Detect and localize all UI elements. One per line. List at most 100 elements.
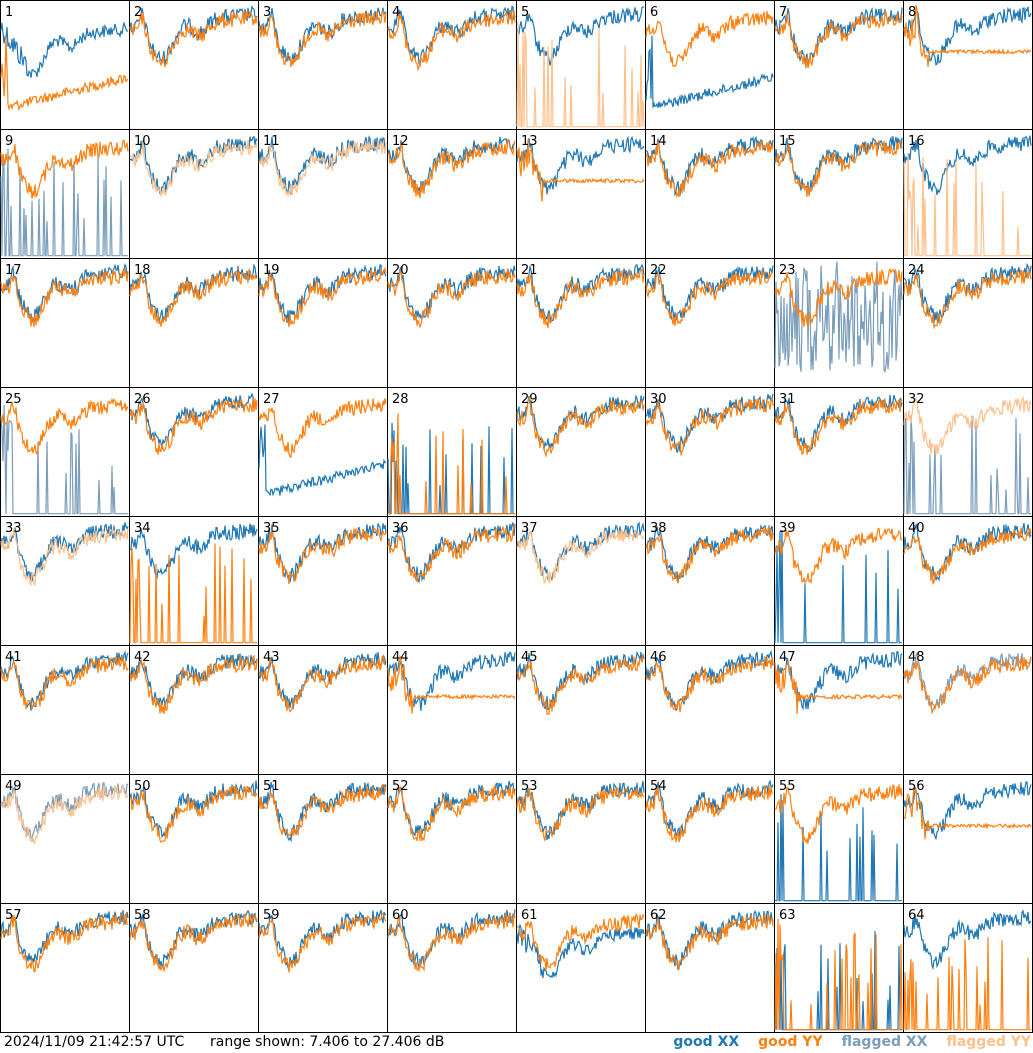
panel-label: 44 bbox=[392, 650, 409, 665]
footer: 2024/11/09 21:42:57 UTC range shown: 7.4… bbox=[0, 1033, 1033, 1053]
series-yy-39 bbox=[774, 527, 903, 585]
panel-frame bbox=[516, 903, 646, 1033]
panel-37: 37 bbox=[516, 516, 646, 646]
series-yy-59 bbox=[258, 913, 387, 973]
panel-label: 35 bbox=[263, 521, 280, 536]
panel-56: 56 bbox=[903, 774, 1033, 904]
panel-frame bbox=[903, 0, 1033, 130]
panel-39: 39 bbox=[774, 516, 904, 646]
series-yy-22 bbox=[645, 269, 774, 327]
series-yy-8 bbox=[903, 5, 1032, 67]
panel-58: 58 bbox=[129, 903, 259, 1033]
range-label: range shown: 7.406 to 27.406 dB bbox=[210, 1034, 445, 1050]
panel-32: 32 bbox=[903, 387, 1033, 517]
series-yy-16 bbox=[903, 152, 1031, 257]
series-yy-17 bbox=[0, 268, 129, 328]
series-yy-32 bbox=[903, 396, 1032, 455]
panel-43: 43 bbox=[258, 645, 388, 775]
series-yy-61 bbox=[516, 913, 645, 971]
series-yy-24 bbox=[903, 269, 1032, 330]
series-yy-26 bbox=[129, 397, 258, 455]
panel-frame bbox=[129, 129, 259, 259]
panel-label: 55 bbox=[779, 779, 796, 794]
panel-48: 48 bbox=[903, 645, 1033, 775]
panel-40: 40 bbox=[903, 516, 1033, 646]
series-xx-27 bbox=[258, 424, 387, 497]
panel-label: 19 bbox=[263, 263, 280, 278]
panel-15: 15 bbox=[774, 129, 904, 259]
series-yy-48 bbox=[903, 656, 1032, 714]
series-yy-58 bbox=[129, 913, 258, 972]
panel-frame bbox=[129, 0, 259, 130]
series-yy-60 bbox=[387, 911, 516, 973]
panel-35: 35 bbox=[258, 516, 388, 646]
panel-33: 33 bbox=[0, 516, 130, 646]
series-yy-56 bbox=[903, 787, 1032, 840]
panel-label: 16 bbox=[908, 134, 925, 149]
panel-label: 17 bbox=[5, 263, 22, 278]
panel-frame bbox=[387, 774, 517, 904]
legend-good-yy: good YY bbox=[758, 1034, 823, 1050]
panel-label: 4 bbox=[392, 5, 400, 20]
panel-13: 13 bbox=[516, 129, 646, 259]
series-yy-1 bbox=[0, 36, 129, 112]
panel-label: 26 bbox=[134, 392, 151, 407]
series-yy-51 bbox=[258, 783, 387, 837]
series-yy-34 bbox=[129, 543, 257, 644]
panel-label: 8 bbox=[908, 5, 916, 20]
series-yy-30 bbox=[645, 396, 774, 456]
panel-label: 36 bbox=[392, 521, 409, 536]
panel-label: 56 bbox=[908, 779, 925, 794]
panel-label: 23 bbox=[779, 263, 796, 278]
panel-label: 5 bbox=[521, 5, 529, 20]
panel-64: 64 bbox=[903, 903, 1033, 1033]
panel-label: 12 bbox=[392, 134, 409, 149]
panel-label: 11 bbox=[263, 134, 280, 149]
panel-label: 27 bbox=[263, 392, 280, 407]
panel-label: 51 bbox=[263, 779, 280, 794]
panel-1: 1 bbox=[0, 0, 130, 130]
panel-label: 53 bbox=[521, 779, 538, 794]
panel-61: 61 bbox=[516, 903, 646, 1033]
series-xx-23 bbox=[774, 261, 903, 373]
panel-label: 39 bbox=[779, 521, 796, 536]
panel-frame bbox=[129, 645, 259, 775]
panel-frame bbox=[387, 0, 517, 130]
series-yy-15 bbox=[774, 139, 903, 197]
series-xx-33 bbox=[0, 522, 129, 582]
panel-frame bbox=[903, 129, 1033, 259]
panel-label: 13 bbox=[521, 134, 538, 149]
panel-10: 10 bbox=[129, 129, 259, 259]
series-yy-62 bbox=[645, 913, 774, 970]
series-yy-37 bbox=[516, 528, 645, 584]
panel-4: 4 bbox=[387, 0, 517, 130]
panel-frame bbox=[258, 516, 388, 646]
panel-label: 32 bbox=[908, 392, 925, 407]
panel-label: 29 bbox=[521, 392, 538, 407]
series-yy-55 bbox=[774, 783, 903, 844]
panel-label: 50 bbox=[134, 779, 151, 794]
panel-63: 63 bbox=[774, 903, 904, 1033]
panel-label: 38 bbox=[650, 521, 667, 536]
panel-21: 21 bbox=[516, 258, 646, 388]
series-xx-55 bbox=[775, 794, 902, 902]
panel-44: 44 bbox=[387, 645, 517, 775]
panel-label: 28 bbox=[392, 392, 409, 407]
series-yy-42 bbox=[129, 654, 258, 714]
series-yy-44 bbox=[387, 654, 516, 714]
series-yy-18 bbox=[129, 268, 258, 327]
panel-label: 33 bbox=[5, 521, 22, 536]
panel-frame bbox=[387, 903, 517, 1033]
panel-36: 36 bbox=[387, 516, 517, 646]
series-yy-12 bbox=[387, 138, 516, 199]
series-yy-5 bbox=[516, 21, 645, 128]
panel-label: 15 bbox=[779, 134, 796, 149]
panel-52: 52 bbox=[387, 774, 517, 904]
panel-frame bbox=[645, 0, 775, 130]
series-yy-27 bbox=[258, 398, 387, 458]
panel-53: 53 bbox=[516, 774, 646, 904]
series-yy-4 bbox=[387, 10, 516, 72]
panel-label: 21 bbox=[521, 263, 538, 278]
series-xx-13 bbox=[516, 135, 645, 195]
series-yy-36 bbox=[387, 524, 516, 583]
